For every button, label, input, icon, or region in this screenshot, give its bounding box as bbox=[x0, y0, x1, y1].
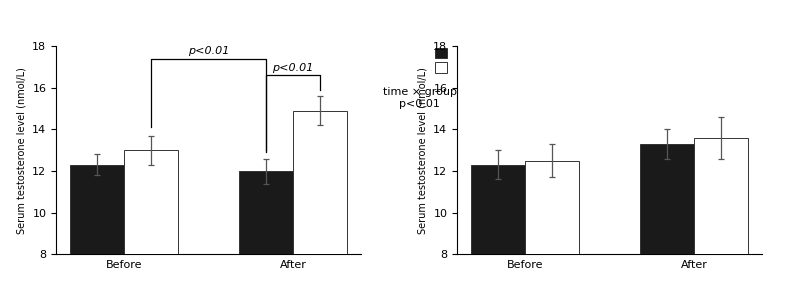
Bar bbox=[525, 161, 579, 289]
Text: time × group
p<0.01: time × group p<0.01 bbox=[383, 88, 456, 109]
Text: p<0.01: p<0.01 bbox=[188, 46, 229, 55]
Bar bbox=[640, 144, 694, 289]
Y-axis label: Serum testosterone level (nmol/L): Serum testosterone level (nmol/L) bbox=[418, 67, 427, 234]
Bar bbox=[70, 165, 124, 289]
Bar bbox=[293, 111, 347, 289]
Y-axis label: Serum testosterone level (nmol/L): Serum testosterone level (nmol/L) bbox=[17, 67, 26, 234]
Bar bbox=[239, 171, 293, 289]
Bar bbox=[124, 150, 178, 289]
Bar bbox=[694, 138, 748, 289]
Bar bbox=[471, 165, 525, 289]
Legend: LPA group, HPA group: LPA group, HPA group bbox=[435, 48, 514, 73]
Text: p<0.01: p<0.01 bbox=[273, 63, 314, 73]
